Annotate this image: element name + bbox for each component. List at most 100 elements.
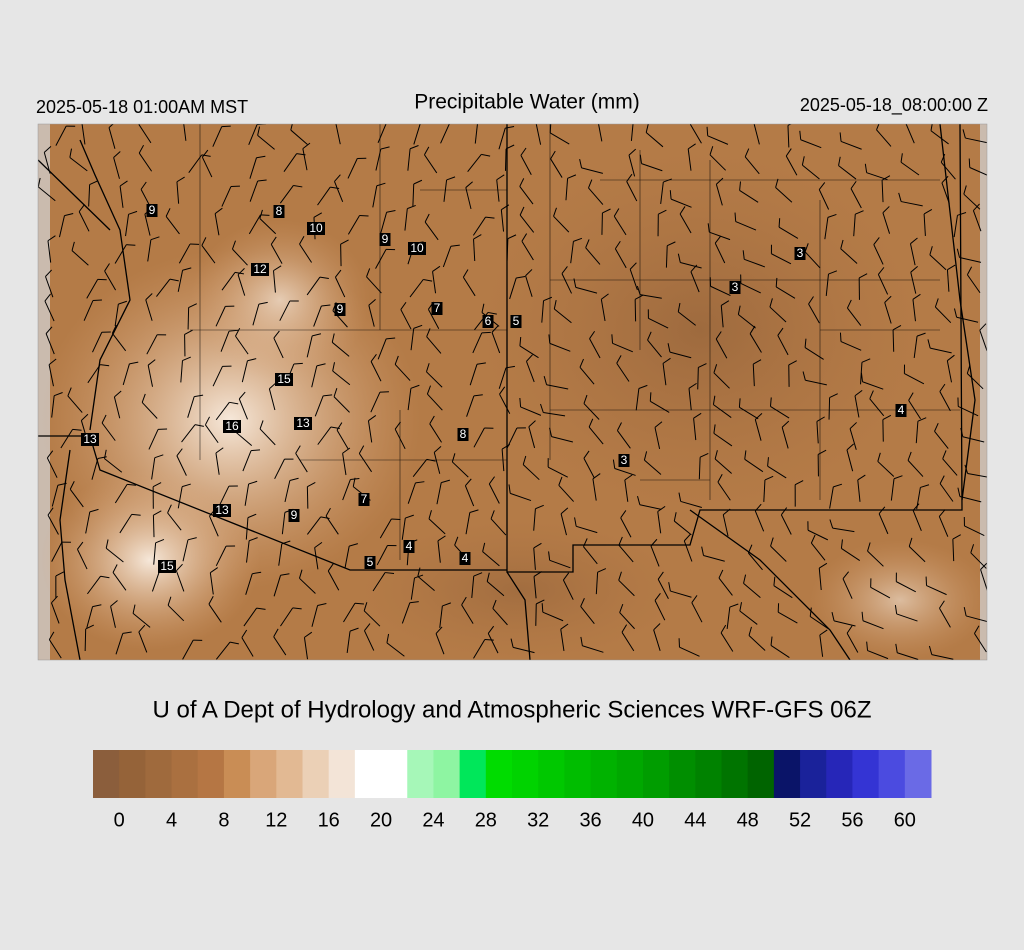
wind-barb-flag <box>54 392 63 397</box>
wind-barb-flag <box>519 336 522 347</box>
wind-barb <box>808 303 820 324</box>
wind-barb <box>645 132 664 148</box>
wind-barb-flag <box>963 185 967 195</box>
wind-barb <box>703 554 725 562</box>
wind-barb <box>613 215 627 236</box>
wind-barb <box>896 613 918 622</box>
wind-barb <box>959 495 982 503</box>
wind-barb-flag <box>57 482 67 486</box>
wind-barb-flag <box>400 301 407 310</box>
wind-barb-flag <box>687 143 696 150</box>
wind-barb-flag <box>354 602 364 605</box>
wind-barb-flag <box>100 575 110 579</box>
wind-barb-flag <box>628 148 637 156</box>
wind-barb-flag <box>920 484 930 488</box>
wind-barb-flag <box>688 382 697 389</box>
wind-barb-flag <box>152 482 162 488</box>
wind-barb <box>112 572 127 591</box>
wind-barb <box>718 577 733 596</box>
colorbar-swatch <box>145 750 173 798</box>
wind-barb <box>331 341 350 357</box>
wind-barb <box>543 412 566 417</box>
wind-barb <box>909 243 916 266</box>
wind-barb-flag <box>131 513 141 516</box>
station-box <box>294 417 312 430</box>
wind-barb-flag <box>839 332 842 342</box>
wind-barb-flag <box>712 395 716 405</box>
wind-barb <box>969 167 987 176</box>
wind-barb-flag <box>314 541 323 549</box>
wind-barb <box>654 427 661 450</box>
wind-barb <box>870 586 891 599</box>
wind-barb <box>624 479 629 502</box>
wind-barb-flag <box>636 285 641 295</box>
colorbar-tick-label: 56 <box>841 809 863 831</box>
wind-barb <box>966 373 984 390</box>
wind-barb <box>942 458 958 476</box>
wind-barb <box>114 304 119 326</box>
wind-barb-flag <box>215 447 224 454</box>
wind-barb-flag <box>229 329 239 332</box>
wind-barb <box>612 342 633 353</box>
wind-barb <box>242 450 252 472</box>
wind-barb <box>592 478 597 501</box>
wind-barb <box>980 569 987 591</box>
wind-barb-flag <box>881 175 891 181</box>
station-value: 3 <box>621 453 628 467</box>
wind-barb <box>218 485 230 507</box>
wind-barb <box>938 516 949 537</box>
wind-barb-flag <box>941 175 949 184</box>
wind-barb <box>876 129 892 147</box>
wind-barb-flag <box>111 325 117 334</box>
wind-barb <box>344 546 350 568</box>
wind-barb-flag <box>484 639 494 641</box>
wind-barb <box>84 628 87 651</box>
wind-barb-flag <box>473 394 483 397</box>
wind-barb-flag <box>873 237 880 245</box>
wind-barb <box>201 245 216 264</box>
wind-barb-flag <box>465 181 473 188</box>
wind-barb-flag <box>643 451 648 461</box>
wind-barb <box>525 361 535 383</box>
wind-barb <box>303 637 308 660</box>
wind-barb <box>679 646 700 657</box>
wind-barb <box>317 186 331 206</box>
wind-barb <box>847 307 862 326</box>
wind-barb <box>238 398 248 420</box>
wind-barb <box>138 124 152 144</box>
wind-barb-flag <box>549 124 552 133</box>
wind-barb <box>551 436 574 443</box>
station-value: 4 <box>898 403 905 417</box>
colorbar-swatch <box>485 750 513 798</box>
wind-barb <box>549 559 571 569</box>
wind-barb <box>452 461 469 478</box>
wind-barb-flag <box>473 572 483 577</box>
wind-barb-flag <box>716 177 724 185</box>
wind-barb-flag <box>858 273 868 279</box>
wind-barb-flag <box>462 269 469 278</box>
wind-barb <box>424 154 438 174</box>
colorbar-swatch <box>826 750 853 798</box>
wind-barb <box>370 391 381 413</box>
wind-barb-flag <box>968 158 971 168</box>
wind-barb-flag <box>127 483 137 486</box>
wind-barb <box>259 428 276 446</box>
wind-barb-flag <box>413 324 423 329</box>
wind-barb <box>86 606 94 628</box>
wind-barb-flag <box>78 204 85 212</box>
wind-barb <box>278 543 283 566</box>
wind-barb-flag <box>363 602 368 611</box>
wind-barb <box>467 154 482 172</box>
wind-barb-flag <box>869 390 874 400</box>
wind-barb <box>55 125 67 146</box>
wind-barb-flag <box>718 569 724 579</box>
wind-barb <box>488 483 500 504</box>
wind-barb-flag <box>147 359 156 366</box>
wind-barb <box>212 126 223 147</box>
wind-barb <box>670 198 692 208</box>
wind-barb <box>735 221 757 231</box>
wind-barb-flag <box>132 604 136 614</box>
wind-barb <box>520 406 542 416</box>
wind-barb <box>890 478 895 501</box>
wind-barb-flag <box>963 607 967 617</box>
